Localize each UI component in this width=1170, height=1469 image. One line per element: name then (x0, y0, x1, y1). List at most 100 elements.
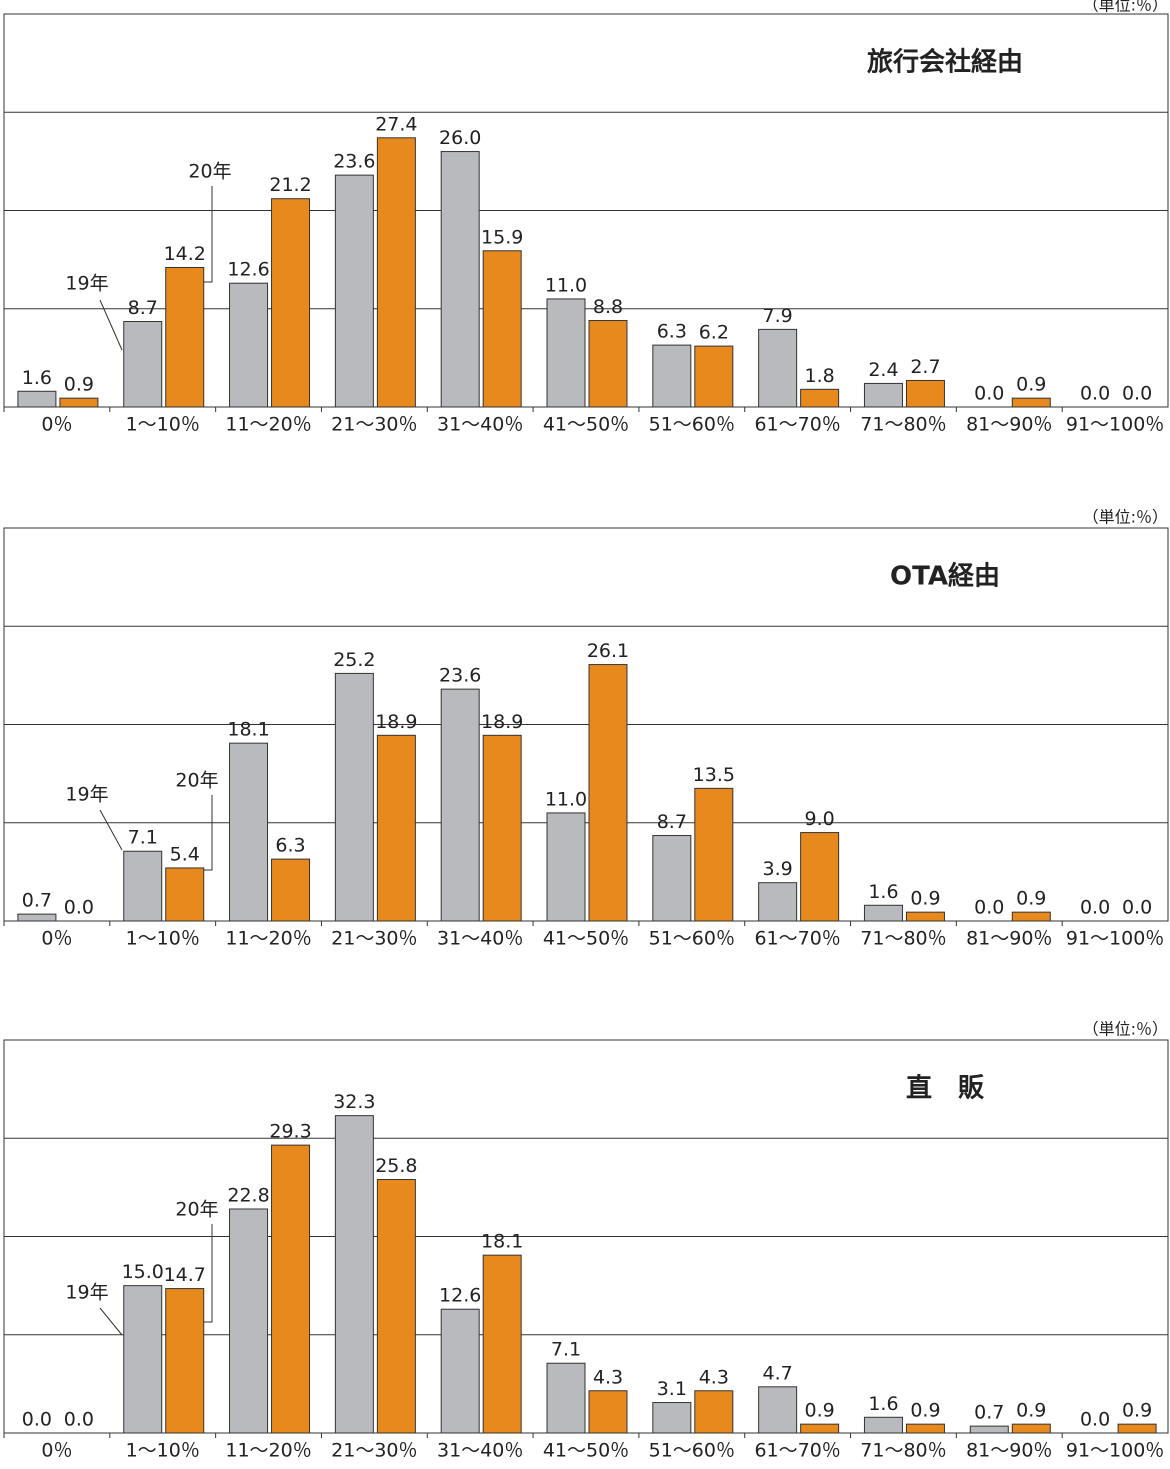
bar (229, 742, 269, 922)
value-label: 14.2 (164, 243, 206, 265)
bar (59, 397, 99, 408)
x-tick-label: 41～50％ (543, 414, 629, 436)
value-label: 0.9 (1016, 888, 1046, 910)
bar (1011, 1423, 1051, 1434)
bar (905, 379, 945, 408)
x-tick-label: 81～90％ (966, 414, 1052, 436)
chart-title: 直 販 (906, 1074, 985, 1104)
series-callout: 19年 (65, 273, 108, 295)
value-label: 0.7 (974, 1402, 1004, 1424)
value-label: 23.6 (333, 151, 375, 173)
value-label: 11.0 (545, 274, 587, 296)
value-label: 7.1 (128, 827, 158, 849)
value-label: 6.3 (657, 321, 687, 343)
x-tick-label: 11～20％ (225, 928, 311, 950)
x-tick-label: 61～70％ (754, 928, 840, 950)
bar (271, 198, 311, 408)
value-label: 0.0 (64, 897, 94, 919)
value-label: 8.7 (128, 297, 158, 319)
bar (334, 672, 374, 922)
bar (334, 1115, 374, 1434)
value-label: 3.1 (657, 1378, 687, 1400)
bar (652, 1402, 692, 1434)
bar (969, 1425, 1009, 1434)
bar (17, 390, 57, 408)
x-tick-label: 51～60％ (649, 928, 735, 950)
value-label: 22.8 (227, 1184, 269, 1206)
chart-title: OTA経由 (890, 561, 1000, 592)
x-tick-label: 0％ (41, 1440, 72, 1462)
value-label: 7.9 (763, 305, 793, 327)
bar (482, 250, 522, 408)
x-tick-label: 91～100％ (1066, 1440, 1164, 1462)
value-label: 21.2 (269, 174, 311, 196)
value-label: 0.9 (805, 1400, 835, 1422)
value-label: 8.7 (657, 811, 687, 833)
x-tick-label: 1～10％ (126, 1440, 200, 1462)
bar (334, 174, 374, 408)
value-label: 27.4 (375, 113, 417, 135)
bar (123, 1285, 163, 1434)
bar (905, 911, 945, 922)
value-label: 32.3 (333, 1091, 375, 1113)
bar (165, 867, 205, 922)
x-tick-label: 61～70％ (754, 414, 840, 436)
value-label: 11.0 (545, 788, 587, 810)
value-label: 14.7 (164, 1264, 206, 1286)
bar (440, 688, 480, 922)
x-tick-label: 31～40％ (437, 1440, 523, 1462)
bar (694, 345, 734, 408)
value-label: 1.6 (868, 881, 898, 903)
series-callout: 19年 (65, 1282, 108, 1304)
value-label: 0.0 (974, 383, 1004, 405)
bar (758, 882, 798, 922)
x-tick-label: 11～20％ (225, 414, 311, 436)
x-tick-label: 51～60％ (649, 1440, 735, 1462)
bar (123, 321, 163, 408)
value-label: 7.1 (551, 1339, 581, 1361)
bar (376, 734, 416, 922)
x-tick-label: 41～50％ (543, 928, 629, 950)
bar (229, 282, 269, 408)
x-tick-label: 11～20％ (225, 1440, 311, 1462)
bar (482, 734, 522, 922)
x-tick-label: 31～40％ (437, 414, 523, 436)
value-label: 1.6 (22, 367, 52, 389)
bar (376, 1179, 416, 1434)
value-label: 4.3 (593, 1366, 623, 1388)
chart-title: 旅行会社経由 (867, 47, 1023, 78)
bar (123, 850, 163, 922)
x-tick-label: 91～100％ (1066, 928, 1164, 950)
value-label: 4.7 (763, 1362, 793, 1384)
bar (1011, 911, 1051, 922)
value-label: 0.0 (974, 897, 1004, 919)
x-tick-label: 91～100％ (1066, 414, 1164, 436)
value-label: 2.7 (910, 356, 940, 378)
bar (440, 151, 480, 408)
x-tick-label: 71～80％ (860, 928, 946, 950)
bar (800, 1423, 840, 1434)
callout-line (204, 1224, 213, 1323)
unit-label: （単位:％） (1083, 0, 1168, 15)
x-tick-label: 81～90％ (966, 928, 1052, 950)
bar (758, 328, 798, 408)
x-tick-label: 61～70％ (754, 1440, 840, 1462)
value-label: 0.0 (1080, 383, 1110, 405)
value-label: 23.6 (439, 665, 481, 687)
value-label: 18.1 (227, 719, 269, 741)
value-label: 3.9 (763, 858, 793, 880)
callout-line (204, 795, 213, 871)
bar (588, 1390, 628, 1434)
callout-line (99, 809, 123, 851)
x-tick-label: 31～40％ (437, 928, 523, 950)
bar (694, 1390, 734, 1434)
x-tick-label: 71～80％ (860, 1440, 946, 1462)
value-label: 9.0 (805, 808, 835, 830)
bar (376, 137, 416, 408)
value-label: 0.9 (910, 1400, 940, 1422)
value-label: 0.7 (22, 890, 52, 912)
bar (165, 266, 205, 408)
bar (863, 382, 903, 408)
value-label: 8.8 (593, 296, 623, 318)
